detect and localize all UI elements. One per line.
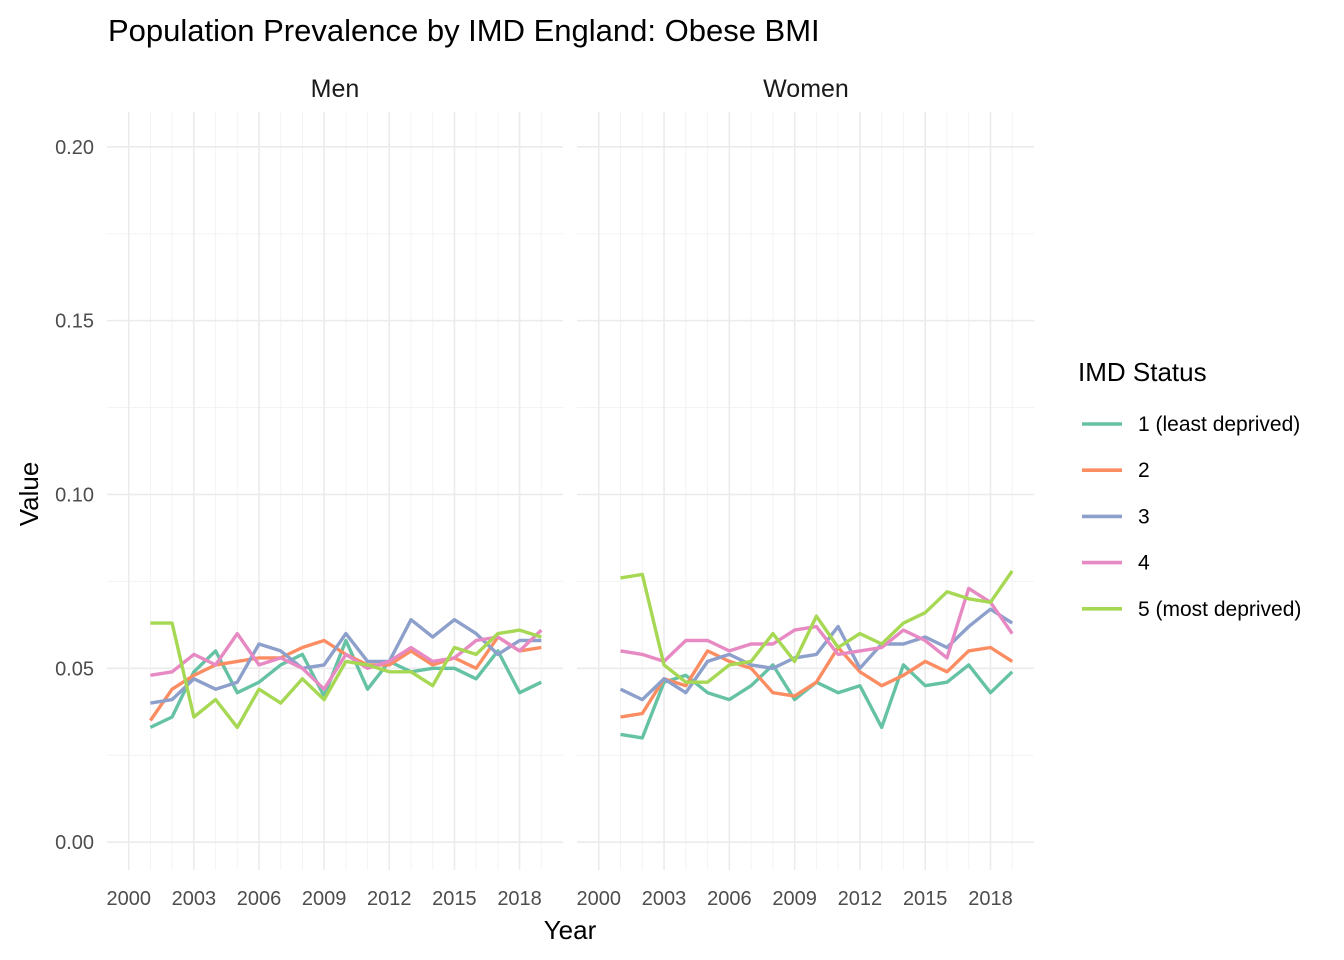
series-line-imd-1: [149, 638, 543, 729]
y-tick-label: 0.20: [55, 137, 94, 159]
legend-label-imd-4: 4: [1138, 552, 1150, 575]
y-tick-label: 0.15: [55, 311, 94, 333]
x-tick-label: 2003: [172, 888, 217, 910]
panel-women: Women: [577, 75, 1034, 870]
chart-title: Population Prevalence by IMD England: Ob…: [108, 13, 820, 48]
x-tick-label: 2000: [577, 888, 622, 910]
x-tick-label: 2000: [106, 888, 151, 910]
y-axis-ticks: 0.00 0.05 0.10 0.15 0.20: [55, 137, 94, 854]
series-line-imd-3: [150, 618, 542, 705]
x-tick-label: 2015: [432, 888, 477, 910]
x-tick-label: 2018: [497, 888, 542, 910]
legend: IMD Status 1 (least deprived) 2 3 4 5 (most …: [1078, 357, 1301, 621]
panel-men: Men: [107, 75, 563, 870]
series-line-imd-2: [620, 645, 1014, 719]
x-tick-label: 2006: [237, 888, 282, 910]
y-tick-label: 0.10: [55, 484, 94, 506]
series-line-imd-5: [620, 570, 1014, 684]
panel-grid: [577, 112, 1034, 870]
x-axis-ticks: 2000 2003 2006 2009 2012 2015 2018 2000 2003 2006…: [106, 888, 1012, 910]
x-tick-label: 2015: [903, 888, 948, 910]
x-tick-label: 2012: [838, 888, 883, 910]
x-tick-label: 2009: [772, 888, 817, 910]
x-tick-label: 2003: [642, 888, 687, 910]
legend-title: IMD Status: [1078, 357, 1207, 387]
x-tick-label: 2009: [302, 888, 347, 910]
x-axis-title: Year: [544, 915, 597, 945]
y-tick-label: 0.00: [55, 832, 94, 854]
panel-label-men: Men: [311, 75, 360, 103]
series-line-imd-4: [620, 586, 1014, 664]
panel-grid: [107, 112, 563, 870]
x-tick-label: 2018: [968, 888, 1013, 910]
legend-label-imd-3: 3: [1138, 505, 1150, 528]
series-line-imd-3: [619, 607, 1014, 702]
legend-label-imd-2: 2: [1138, 459, 1150, 482]
panel-label-women: Women: [763, 75, 849, 103]
series-line-imd-5: [150, 621, 542, 730]
x-tick-label: 2012: [367, 888, 412, 910]
x-tick-label: 2006: [707, 888, 752, 910]
legend-label-imd-5: 5 (most deprived): [1138, 598, 1301, 621]
y-tick-label: 0.05: [55, 658, 94, 680]
legend-label-imd-1: 1 (least deprived): [1138, 413, 1300, 436]
series-line-imd-4: [150, 628, 543, 691]
y-axis-title: Value: [14, 462, 44, 527]
